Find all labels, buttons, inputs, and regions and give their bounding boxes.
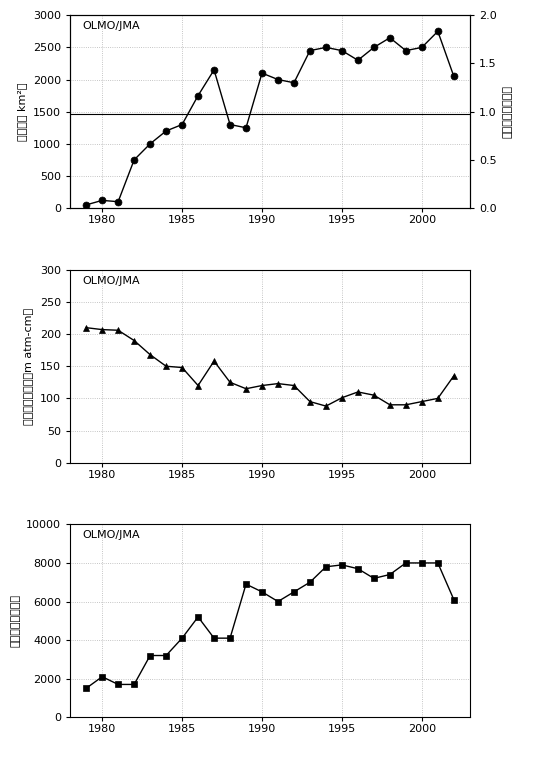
Text: OLMO/JMA: OLMO/JMA [82,21,140,31]
Y-axis label: 破壊量（万トン）: 破壊量（万トン） [11,594,21,647]
Text: OLMO/JMA: OLMO/JMA [82,530,140,540]
Y-axis label: 南極大陸比（倍）: 南極大陸比（倍） [502,85,512,138]
Text: OLMO/JMA: OLMO/JMA [82,275,140,285]
Y-axis label: 面積（万 km²）: 面積（万 km²） [17,82,28,141]
Y-axis label: 最低オゾン全量（m atm-cm）: 最低オゾン全量（m atm-cm） [24,307,35,425]
